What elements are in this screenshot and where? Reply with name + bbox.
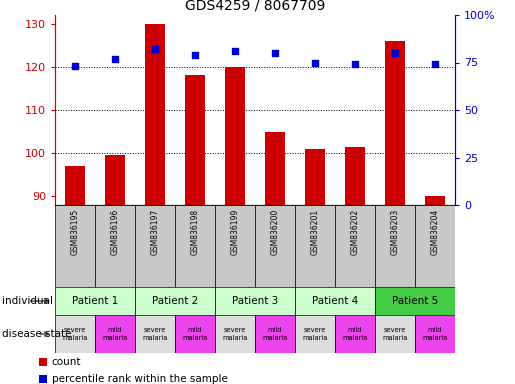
Bar xyxy=(135,315,175,353)
Bar xyxy=(135,205,175,287)
Text: GSM836196: GSM836196 xyxy=(111,209,119,255)
Text: mild
malaria: mild malaria xyxy=(422,328,448,341)
Text: disease state: disease state xyxy=(2,329,72,339)
Text: GSM836198: GSM836198 xyxy=(191,209,199,255)
Bar xyxy=(225,67,245,205)
Bar xyxy=(175,205,215,287)
Text: Patient 1: Patient 1 xyxy=(72,296,118,306)
Bar xyxy=(335,315,375,353)
Bar xyxy=(55,315,95,353)
Text: mild
malaria: mild malaria xyxy=(182,328,208,341)
Text: GSM836200: GSM836200 xyxy=(270,209,280,255)
Text: individual: individual xyxy=(2,296,53,306)
Bar xyxy=(55,287,135,315)
Bar xyxy=(415,205,455,287)
Text: severe
malaria: severe malaria xyxy=(62,328,88,341)
Text: Patient 3: Patient 3 xyxy=(232,296,278,306)
Text: GSM836201: GSM836201 xyxy=(311,209,319,255)
Bar xyxy=(335,205,375,287)
Bar xyxy=(215,287,295,315)
Bar xyxy=(215,205,255,287)
Point xyxy=(231,48,239,54)
Bar xyxy=(375,315,415,353)
Text: severe
malaria: severe malaria xyxy=(302,328,328,341)
Bar xyxy=(39,375,47,382)
Bar xyxy=(385,41,405,205)
Point xyxy=(191,52,199,58)
Text: GSM836204: GSM836204 xyxy=(431,209,439,255)
Text: severe
malaria: severe malaria xyxy=(382,328,408,341)
Text: GSM836203: GSM836203 xyxy=(390,209,400,255)
Point xyxy=(431,61,439,68)
Text: Patient 5: Patient 5 xyxy=(392,296,438,306)
Bar xyxy=(415,315,455,353)
Bar xyxy=(345,147,365,205)
Text: severe
malaria: severe malaria xyxy=(142,328,168,341)
Bar xyxy=(105,156,125,205)
Text: count: count xyxy=(52,357,81,367)
Text: GSM836195: GSM836195 xyxy=(71,209,79,255)
Point xyxy=(391,50,399,56)
Bar xyxy=(375,287,455,315)
Bar xyxy=(175,315,215,353)
Bar xyxy=(55,205,95,287)
Point xyxy=(111,56,119,62)
Text: percentile rank within the sample: percentile rank within the sample xyxy=(52,374,228,384)
Bar xyxy=(375,205,415,287)
Text: GSM836199: GSM836199 xyxy=(231,209,239,255)
Bar xyxy=(95,315,135,353)
Text: mild
malaria: mild malaria xyxy=(102,328,128,341)
Bar xyxy=(305,149,325,205)
Text: Patient 4: Patient 4 xyxy=(312,296,358,306)
Text: GSM836202: GSM836202 xyxy=(351,209,359,255)
Bar xyxy=(145,24,165,205)
Bar xyxy=(95,205,135,287)
Point xyxy=(151,46,159,52)
Bar xyxy=(39,358,47,366)
Point xyxy=(71,63,79,70)
Bar xyxy=(295,205,335,287)
Bar xyxy=(295,287,375,315)
Bar xyxy=(255,315,295,353)
Bar xyxy=(265,132,285,205)
Bar xyxy=(135,287,215,315)
Title: GDS4259 / 8067709: GDS4259 / 8067709 xyxy=(185,0,325,12)
Bar xyxy=(255,205,295,287)
Text: mild
malaria: mild malaria xyxy=(342,328,368,341)
Text: Patient 2: Patient 2 xyxy=(152,296,198,306)
Point xyxy=(351,61,359,68)
Bar xyxy=(295,315,335,353)
Bar xyxy=(215,315,255,353)
Text: severe
malaria: severe malaria xyxy=(222,328,248,341)
Point xyxy=(271,50,279,56)
Bar xyxy=(425,196,445,205)
Text: GSM836197: GSM836197 xyxy=(150,209,160,255)
Bar xyxy=(65,166,85,205)
Text: mild
malaria: mild malaria xyxy=(262,328,288,341)
Point xyxy=(311,60,319,66)
Bar xyxy=(185,75,205,205)
